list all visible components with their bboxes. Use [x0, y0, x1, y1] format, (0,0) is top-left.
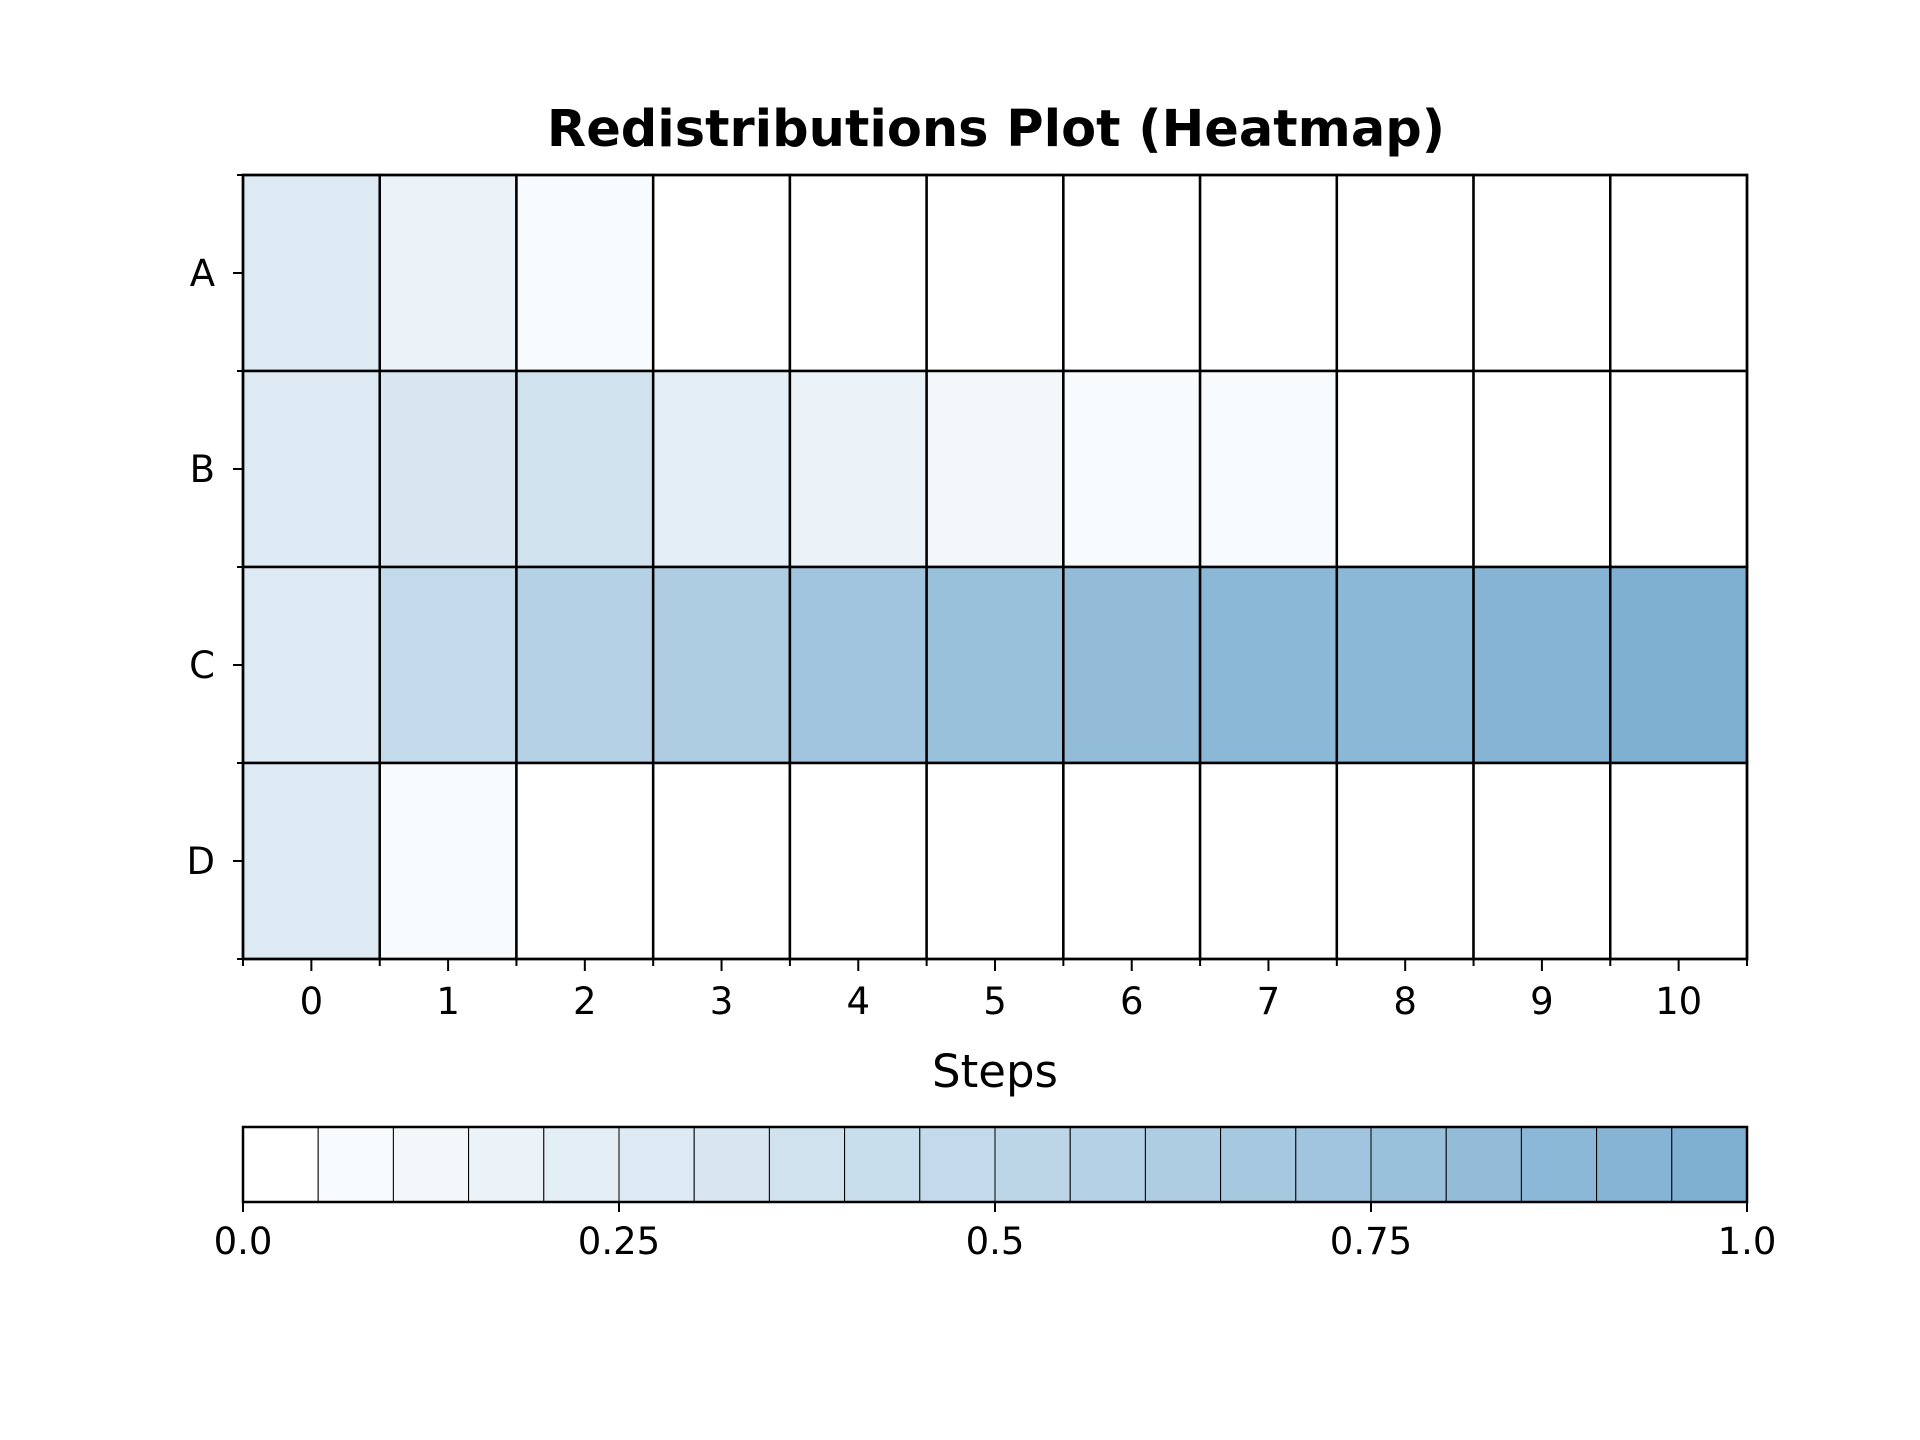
heatmap-cell: [1335, 173, 1475, 373]
y-tick-label: B: [190, 448, 215, 491]
heatmap-cell: [378, 565, 518, 765]
heatmap-cell: [1198, 761, 1339, 961]
heatmap-cell: [1198, 173, 1339, 373]
heatmap-cell: [1062, 369, 1202, 569]
colorbar-segment: [543, 1126, 620, 1203]
colorbar-segment: [392, 1126, 470, 1203]
heatmap-cell: [1062, 761, 1202, 961]
heatmap-cells: [241, 173, 1749, 961]
x-tick-label: 6: [1120, 980, 1144, 1023]
colorbar-ticks: 0.0 0.25 0.5 0.75 1.0: [214, 1202, 1777, 1263]
colorbar-tick-label: 1.0: [1718, 1220, 1777, 1263]
y-tick-label: D: [187, 840, 216, 883]
colorbar-segment: [844, 1126, 921, 1203]
heatmap-cell: [1472, 565, 1612, 765]
colorbar-tick-label: 0.25: [578, 1220, 660, 1263]
colorbar-tick-label: 0.75: [1330, 1220, 1412, 1263]
colorbar-tick-label: 0.0: [214, 1220, 273, 1263]
colorbar-segment: [1370, 1126, 1447, 1203]
colorbar-segment: [1295, 1126, 1372, 1203]
x-tick-label: 2: [573, 980, 597, 1023]
chart-title: Redistributions Plot (Heatmap): [547, 100, 1445, 159]
colorbar-segment: [317, 1126, 394, 1203]
x-tick-label: 0: [300, 980, 324, 1023]
heatmap-cell: [651, 565, 792, 765]
colorbar-segment: [1520, 1126, 1598, 1203]
colorbar-segment: [693, 1126, 770, 1203]
heatmap-cell: [1335, 565, 1475, 765]
colorbar-segment: [1220, 1126, 1297, 1203]
heatmap-cell: [925, 173, 1065, 373]
heatmap-cell: [515, 761, 655, 961]
heatmap-cell: [378, 369, 518, 569]
colorbar-segment: [1596, 1126, 1673, 1203]
colorbar-segment: [242, 1126, 319, 1203]
heatmap-cell: [1472, 173, 1612, 373]
heatmap-cell: [788, 761, 928, 961]
heatmap-cell: [515, 565, 655, 765]
heatmap-cell: [925, 369, 1065, 569]
x-tick-label: 8: [1393, 980, 1417, 1023]
colorbar: [241, 1125, 1749, 1204]
colorbar-segment: [994, 1126, 1071, 1203]
heatmap-cell: [1609, 173, 1749, 373]
heatmap-cell: [1062, 173, 1202, 373]
x-tick-label: 1: [436, 980, 460, 1023]
heatmap-cell: [1609, 369, 1749, 569]
heatmap-cell: [1472, 761, 1612, 961]
heatmap-cell: [1609, 761, 1749, 961]
y-tick-label: A: [190, 252, 215, 295]
heatmap-cell: [241, 565, 381, 765]
heatmap-cell: [1198, 565, 1339, 765]
x-tick-label: 9: [1530, 980, 1554, 1023]
y-tick-label: C: [189, 644, 215, 687]
colorbar-segment: [1069, 1126, 1146, 1203]
heatmap-cell: [651, 761, 792, 961]
heatmap-cell: [788, 173, 928, 373]
heatmap-cell: [1335, 369, 1475, 569]
colorbar-segment: [768, 1126, 846, 1203]
heatmap-cell: [788, 369, 928, 569]
heatmap-cell: [1062, 565, 1202, 765]
heatmap-frame: [241, 173, 1749, 961]
heatmap-cell: [788, 565, 928, 765]
heatmap-cell: [241, 761, 381, 961]
heatmap-cell: [651, 369, 792, 569]
heatmap-cell: [515, 173, 655, 373]
colorbar-segment: [618, 1126, 695, 1203]
x-tick-label: 4: [846, 980, 870, 1023]
x-axis-label: Steps: [932, 1045, 1058, 1098]
x-tick-label: 3: [710, 980, 734, 1023]
heatmap-cell: [1609, 565, 1749, 765]
heatmap-cell: [925, 761, 1065, 961]
colorbar-segment: [1144, 1126, 1222, 1203]
heatmap-cell: [1335, 761, 1475, 961]
x-tick-label: 7: [1257, 980, 1281, 1023]
heatmap-cell: [241, 173, 381, 373]
x-axis-ticks: 0 1 2 3 4 5 6 7 8 9 10: [242, 959, 1748, 1023]
heatmap-cell: [1472, 369, 1612, 569]
heatmap-cell: [378, 173, 518, 373]
colorbar-segment: [919, 1126, 996, 1203]
x-tick-label: 5: [983, 980, 1007, 1023]
heatmap-cell: [515, 369, 655, 569]
colorbar-segment: [1671, 1126, 1748, 1203]
heatmap-cell: [241, 369, 381, 569]
heatmap-cell: [1198, 369, 1339, 569]
colorbar-tick-label: 0.5: [966, 1220, 1025, 1263]
heatmap-cell: [378, 761, 518, 961]
colorbar-segment: [1445, 1126, 1522, 1203]
x-tick-label: 10: [1655, 980, 1702, 1023]
heatmap-cell: [651, 173, 792, 373]
colorbar-segment: [468, 1126, 545, 1203]
heatmap-cell: [925, 565, 1065, 765]
